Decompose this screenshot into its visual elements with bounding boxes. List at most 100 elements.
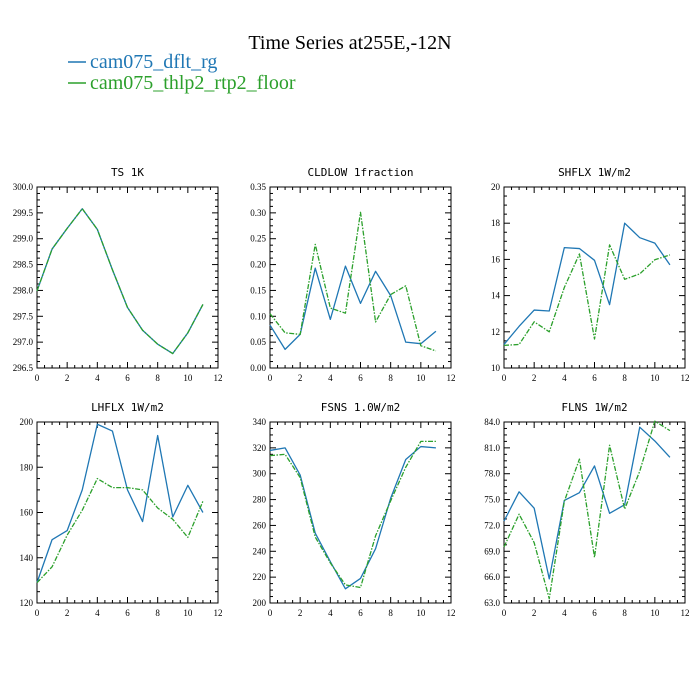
panel-title-cldlow: CLDLOW 1fraction — [308, 166, 414, 179]
x-tick-label: 0 — [35, 608, 40, 618]
y-tick-label: 220 — [253, 572, 267, 582]
x-tick-label: 4 — [562, 373, 567, 383]
y-tick-label: 0.20 — [250, 260, 266, 270]
x-tick-label: 10 — [650, 373, 660, 383]
x-tick-label: 4 — [95, 373, 100, 383]
x-tick-label: 4 — [328, 373, 333, 383]
y-tick-label: 298.5 — [13, 260, 34, 270]
x-tick-label: 8 — [155, 373, 160, 383]
x-tick-label: 2 — [298, 608, 303, 618]
series-line-cldlow-floor — [269, 211, 437, 352]
x-tick-label: 6 — [592, 373, 597, 383]
x-tick-label: 4 — [328, 608, 333, 618]
x-tick-label: 2 — [65, 373, 70, 383]
series-line-lhflx-floor — [36, 477, 204, 584]
x-tick-label: 12 — [214, 373, 223, 383]
y-tick-label: 14 — [491, 291, 501, 301]
y-tick-label: 78.0 — [484, 469, 500, 479]
x-tick-label: 12 — [447, 608, 456, 618]
legend: cam075_dflt_rg cam075_thlp2_rtp2_floor — [68, 51, 296, 94]
x-tick-label: 0 — [268, 373, 273, 383]
legend-label-floor: cam075_thlp2_rtp2_floor — [90, 72, 296, 94]
series-line-ts-floor — [36, 208, 204, 355]
x-tick-label: 6 — [358, 373, 363, 383]
y-tick-label: 18 — [491, 218, 501, 228]
y-tick-label: 84.0 — [484, 417, 500, 427]
series-line-cldlow-dflt — [269, 265, 437, 351]
y-tick-label: 66.0 — [484, 572, 500, 582]
x-tick-label: 10 — [416, 373, 426, 383]
y-tick-label: 297.5 — [13, 311, 34, 321]
x-tick-label: 6 — [592, 608, 597, 618]
x-tick-label: 12 — [447, 373, 456, 383]
y-tick-label: 0.00 — [250, 363, 266, 373]
y-tick-label: 12 — [491, 327, 500, 337]
x-tick-label: 0 — [502, 373, 507, 383]
y-tick-label: 72.0 — [484, 520, 500, 530]
x-tick-label: 8 — [155, 608, 160, 618]
x-tick-label: 10 — [416, 608, 426, 618]
x-tick-label: 2 — [65, 608, 70, 618]
x-tick-label: 10 — [183, 373, 193, 383]
y-tick-label: 298.0 — [13, 285, 34, 295]
x-tick-label: 12 — [214, 608, 223, 618]
x-tick-label: 0 — [268, 608, 273, 618]
panel-shflx: SHFLX 1W/m2 0 2 4 6 8 10 12 10 12 14 16 18 20 — [491, 166, 690, 383]
y-tick-label: 160 — [20, 508, 34, 518]
panel-title-shflx: SHFLX 1W/m2 — [558, 166, 631, 179]
panel-lhflx: LHFLX 1W/m2 0 2 4 6 8 10 12 120 140 160 180 200 — [20, 401, 223, 618]
x-tick-label: 12 — [681, 608, 690, 618]
y-tick-label: 300 — [253, 469, 267, 479]
x-tick-label: 2 — [298, 373, 303, 383]
y-tick-label: 0.15 — [250, 285, 266, 295]
y-tick-label: 240 — [253, 546, 267, 556]
panel-cldlow: CLDLOW 1fraction 0 2 4 6 8 10 12 0.00 0.05 0.10 0.1… — [250, 166, 455, 383]
x-tick-label: 8 — [388, 373, 393, 383]
x-tick-label: 10 — [183, 608, 193, 618]
x-tick-label: 6 — [125, 608, 130, 618]
y-tick-label: 200 — [20, 417, 34, 427]
y-tick-label: 260 — [253, 520, 267, 530]
y-tick-label: 299.0 — [13, 234, 34, 244]
legend-label-dflt: cam075_dflt_rg — [90, 51, 217, 73]
y-tick-label: 20 — [491, 182, 501, 192]
x-tick-label: 8 — [622, 373, 627, 383]
x-tick-label: 6 — [125, 373, 130, 383]
y-tick-label: 140 — [20, 553, 34, 563]
panel-fsns: FSNS 1.0W/m2 0 2 4 6 8 10 12 200 220 240 260 280 300 3… — [253, 401, 456, 618]
panels: TS 1K 0 2 4 6 8 10 12 296.5 297.0 297.5 298.0 298.5 2… — [13, 166, 690, 618]
y-tick-label: 75.0 — [484, 495, 500, 505]
y-tick-label: 63.0 — [484, 598, 500, 608]
y-tick-label: 16 — [491, 254, 501, 264]
y-tick-label: 0.25 — [250, 234, 266, 244]
series-line-fsns-floor — [269, 440, 436, 589]
y-tick-label: 81.0 — [484, 443, 500, 453]
x-tick-label: 12 — [681, 373, 690, 383]
series-line-shflx-floor — [503, 244, 671, 347]
x-tick-label: 6 — [358, 608, 363, 618]
y-tick-label: 340 — [253, 417, 267, 427]
panel-title-flns: FLNS 1W/m2 — [561, 401, 627, 414]
x-tick-label: 0 — [35, 373, 40, 383]
panel-title-lhflx: LHFLX 1W/m2 — [91, 401, 164, 414]
y-tick-label: 280 — [253, 495, 267, 505]
x-tick-label: 2 — [532, 373, 537, 383]
y-tick-label: 297.0 — [13, 337, 34, 347]
y-tick-label: 0.10 — [250, 311, 266, 321]
x-tick-label: 8 — [622, 608, 627, 618]
y-tick-label: 120 — [20, 598, 34, 608]
y-tick-label: 69.0 — [484, 546, 500, 556]
x-tick-label: 4 — [562, 608, 567, 618]
x-tick-label: 2 — [532, 608, 537, 618]
x-tick-label: 10 — [650, 608, 660, 618]
series-line-lhflx-dflt — [36, 423, 204, 583]
x-tick-label: 8 — [388, 608, 393, 618]
panel-flns: FLNS 1W/m2 0 2 4 6 8 10 12 63.0 66.0 69.0 72.0 75.0 7… — [484, 401, 689, 618]
y-tick-label: 10 — [491, 363, 501, 373]
panel-title-fsns: FSNS 1.0W/m2 — [321, 401, 400, 414]
y-tick-label: 200 — [253, 598, 267, 608]
x-tick-label: 0 — [502, 608, 507, 618]
figure-title: Time Series at255E,-12N — [248, 32, 451, 54]
